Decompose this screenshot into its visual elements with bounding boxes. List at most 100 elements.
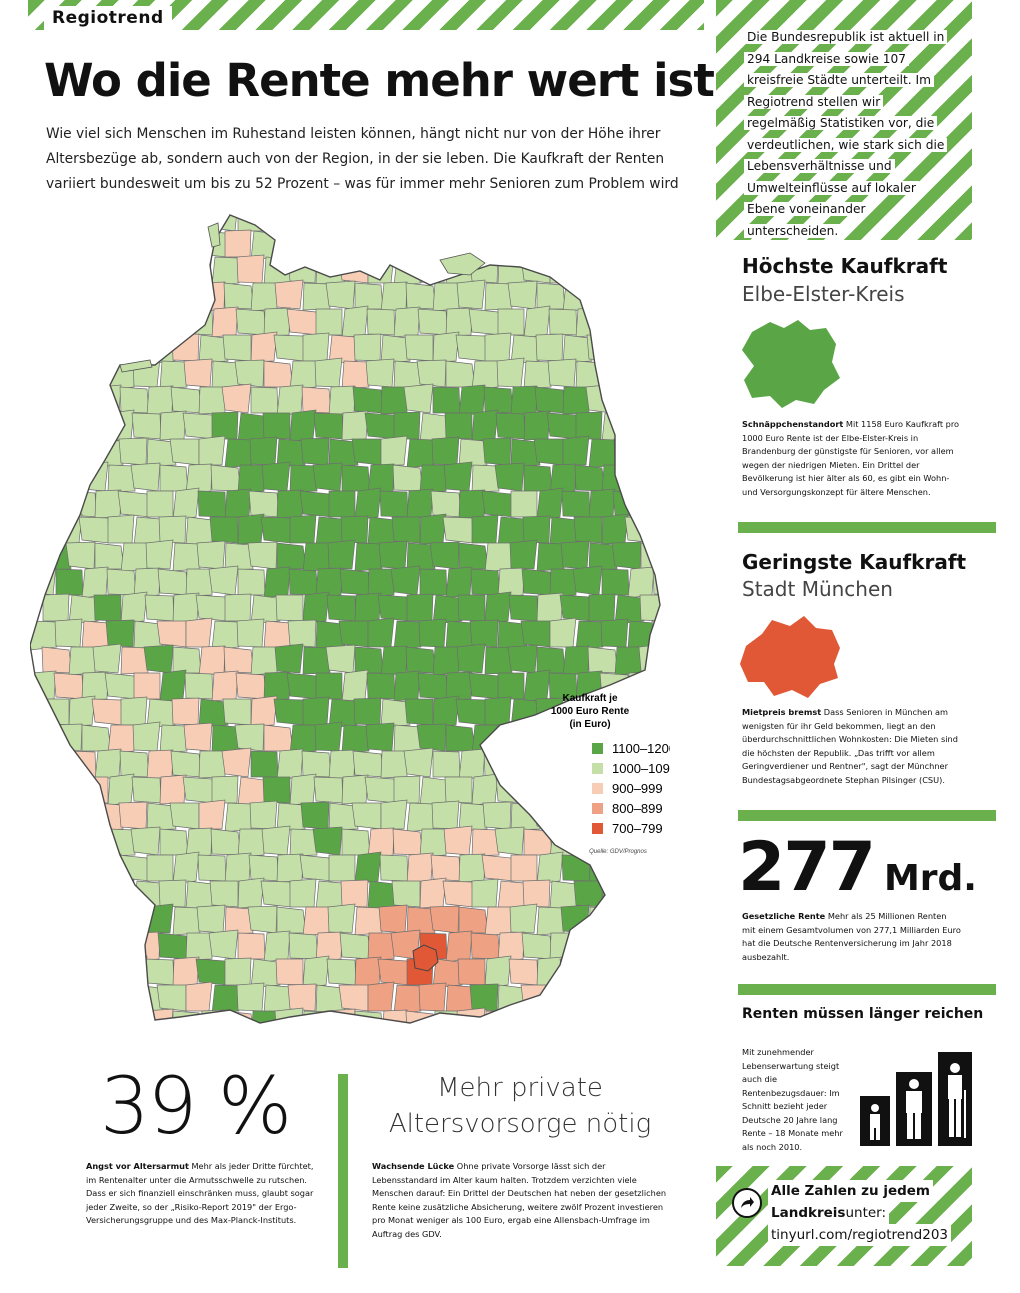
district-cell <box>273 334 305 362</box>
district-cell <box>106 568 137 596</box>
district-cell <box>393 984 422 1015</box>
district-cell <box>588 542 618 571</box>
district-cell <box>300 801 330 830</box>
district-cell <box>653 878 660 908</box>
district-cell <box>30 929 57 960</box>
district-cell <box>236 982 265 1012</box>
aging-pictogram <box>860 1052 972 1146</box>
district-cell <box>601 877 629 909</box>
district-cell <box>197 854 227 882</box>
link-url[interactable]: tinyurl.com/regiotrend203 <box>768 1224 952 1246</box>
district-cell <box>250 282 278 312</box>
district-cell <box>30 464 60 492</box>
district-cell <box>120 282 149 311</box>
district-cell <box>458 906 489 934</box>
district-cell <box>250 695 278 727</box>
district-cell <box>287 619 317 648</box>
highest-text: Schnäppchenstandort Mit 1158 Euro Kaufkr… <box>742 418 964 499</box>
district-cell <box>510 334 540 365</box>
district-cell <box>484 1010 513 1023</box>
district-cell <box>432 695 460 727</box>
district-cell <box>172 851 200 885</box>
district-cell <box>196 540 226 570</box>
district-cell <box>457 958 486 986</box>
district-cell <box>627 984 657 1014</box>
district-cell <box>104 672 138 700</box>
link-line1: Alle Zahlen zu jedem <box>768 1180 934 1202</box>
district-cell <box>523 774 551 805</box>
volume-number: 277 Mrd. <box>738 828 977 907</box>
germany-map: Kaufkraft je 1000 Euro Rente (in Euro) 1… <box>30 214 670 1024</box>
district-cell <box>287 983 317 1012</box>
district-cell <box>42 488 70 520</box>
muenchen-shape <box>740 616 840 698</box>
district-cell <box>210 464 242 492</box>
district-cell <box>470 932 501 960</box>
district-cell <box>340 879 369 908</box>
district-cell <box>510 854 538 882</box>
district-cell <box>159 774 187 805</box>
district-cell <box>406 542 436 571</box>
district-cell <box>145 539 174 570</box>
district-cell <box>315 931 343 962</box>
district-cell <box>559 230 592 258</box>
district-cell <box>326 958 357 986</box>
district-cell <box>535 333 564 362</box>
district-cell <box>197 490 227 518</box>
district-cell <box>496 721 525 752</box>
district-cell <box>432 958 463 989</box>
district-cell <box>484 282 513 311</box>
district-cell <box>263 724 294 752</box>
district-cell <box>263 671 291 701</box>
district-cell <box>237 568 266 596</box>
district-cell <box>341 774 369 805</box>
district-cell <box>367 463 395 495</box>
district-cell <box>144 230 175 258</box>
district-cell <box>276 384 304 417</box>
district-cell <box>627 930 655 963</box>
district-cell <box>237 215 266 232</box>
district-cell <box>328 438 359 467</box>
district-cell <box>119 750 150 778</box>
district-cell <box>133 308 161 336</box>
district-cell <box>667 283 670 310</box>
district-cell <box>523 360 552 390</box>
share-arrow-icon[interactable] <box>732 1188 762 1218</box>
district-cell <box>365 722 395 752</box>
district-cell <box>510 385 538 416</box>
district-cell <box>471 828 500 857</box>
district-cell <box>120 696 148 726</box>
district-cell <box>482 801 512 830</box>
highest-title: Höchste Kaufkraft <box>742 254 948 278</box>
district-cell <box>639 230 660 258</box>
district-cell <box>652 932 660 960</box>
volume-text: Gesetzliche Rente Mehr als 25 Millionen … <box>742 910 962 964</box>
district-cell <box>650 308 660 336</box>
district-cell <box>30 411 57 440</box>
district-cell <box>507 1008 538 1023</box>
district-cell <box>170 750 203 778</box>
district-cell <box>81 930 109 963</box>
district-cell <box>286 672 320 700</box>
district-cell <box>68 282 96 312</box>
district-cell <box>94 384 122 417</box>
district-cell <box>30 828 60 856</box>
district-cell <box>185 568 213 597</box>
district-cell <box>302 591 330 624</box>
district-cell <box>562 435 590 466</box>
district-cell <box>39 747 70 778</box>
district-cell <box>172 956 200 987</box>
district-cell <box>250 594 281 625</box>
district-cell <box>390 565 421 596</box>
district-cell <box>639 958 660 986</box>
district-cell <box>79 461 109 492</box>
district-cell <box>419 568 448 596</box>
district-cell <box>572 929 603 960</box>
district-cell <box>172 906 201 936</box>
district-cell <box>637 334 660 362</box>
district-cell <box>211 775 239 804</box>
district-cell <box>497 931 525 962</box>
lowest-region: Stadt München <box>742 577 893 601</box>
district-cell <box>263 930 291 963</box>
district-cell <box>653 409 660 442</box>
